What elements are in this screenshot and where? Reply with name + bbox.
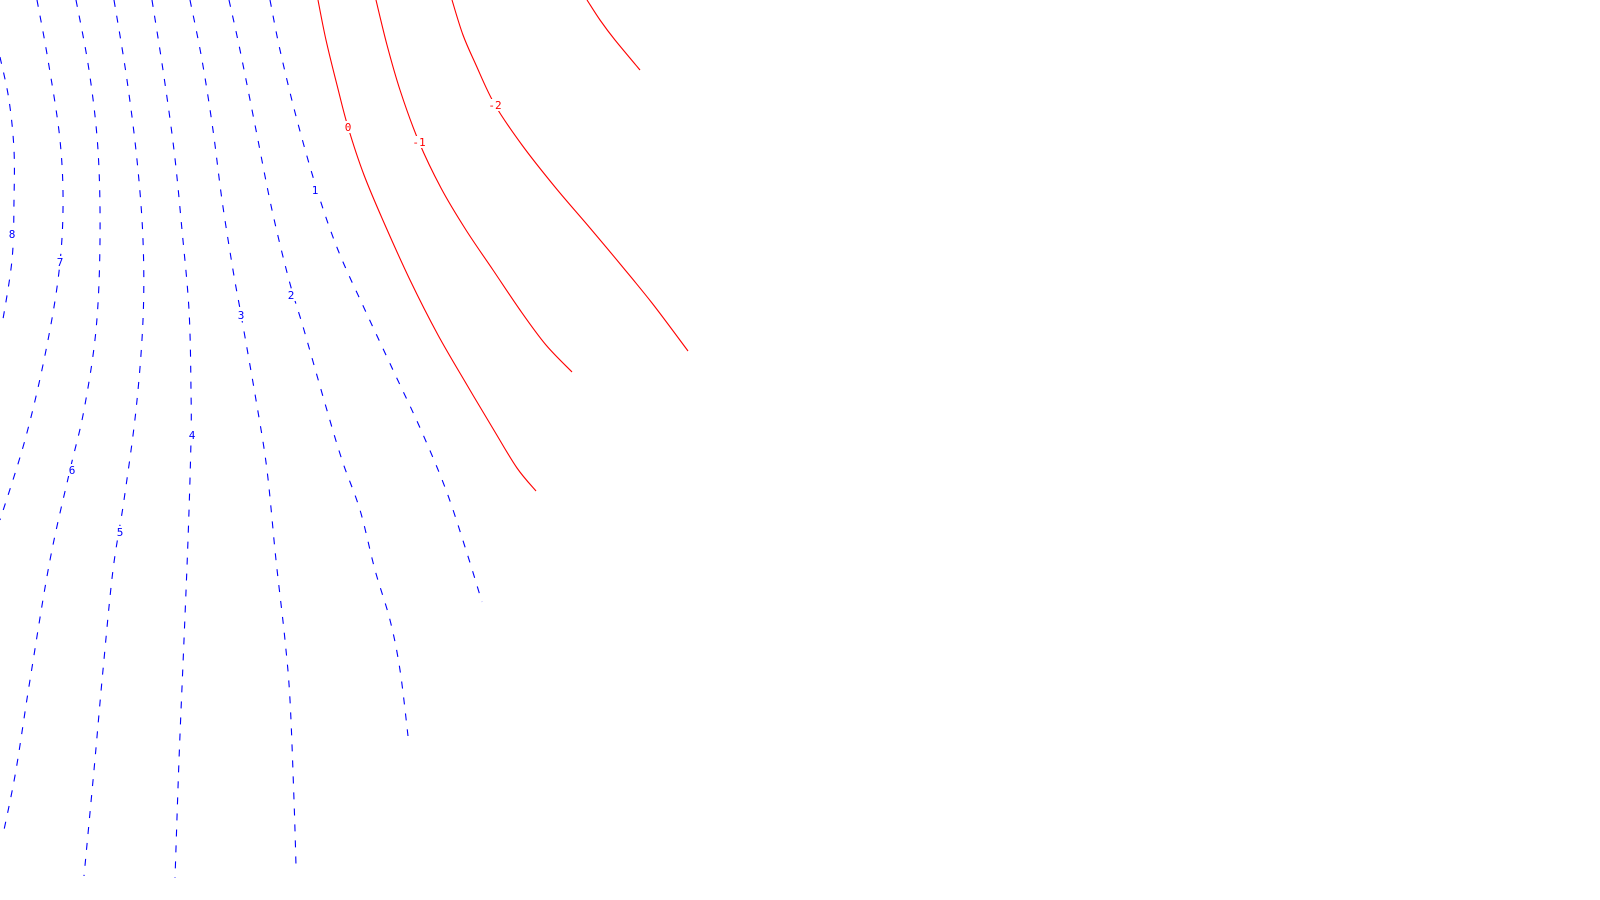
contour-line-5	[83, 0, 145, 877]
contour-label-6: 6	[69, 464, 76, 477]
contour-label-bg-8	[7, 228, 17, 240]
contour-line-neg2	[451, 0, 689, 352]
contour-line-8	[0, 56, 15, 326]
contour-label-bg-5	[115, 526, 125, 538]
contour-label-bg-3	[236, 309, 246, 321]
contour-label-neg1: -1	[412, 136, 425, 149]
contour-label-bg-neg1	[411, 136, 427, 148]
contour-label-4: 4	[189, 429, 196, 442]
contour-line-0	[317, 0, 537, 492]
contour-label-bg-4	[187, 429, 197, 441]
contour-label-2: 2	[288, 289, 295, 302]
contour-label-5: 5	[117, 526, 124, 539]
contour-label-1: 1	[312, 184, 319, 197]
contour-label-bg-1	[310, 184, 320, 196]
contour-label-bg-7	[55, 256, 65, 268]
contour-line-2	[228, 0, 409, 737]
contour-labels: 8 7 6 5 4 3 2 1 0 -1 -2	[7, 99, 503, 539]
contour-line-6	[3, 0, 101, 831]
contour-label-bg-0	[343, 121, 353, 133]
contour-lines	[0, 0, 689, 879]
contour-label-7: 7	[57, 256, 64, 269]
contour-label-bg-6	[67, 464, 77, 476]
contour-label-8: 8	[9, 228, 16, 241]
contour-label-bg-neg2	[487, 99, 503, 111]
contour-label-0: 0	[345, 121, 352, 134]
contour-line-neg1	[375, 0, 573, 373]
contour-line-7	[0, 0, 64, 521]
contour-label-bg-2	[286, 289, 296, 301]
contour-line-neg3	[586, 0, 641, 71]
contour-line-4	[151, 0, 192, 879]
contour-line-3	[189, 0, 297, 867]
contour-label-neg2: -2	[488, 99, 501, 112]
contour-label-3: 3	[238, 309, 245, 322]
contour-line-1	[269, 0, 483, 603]
